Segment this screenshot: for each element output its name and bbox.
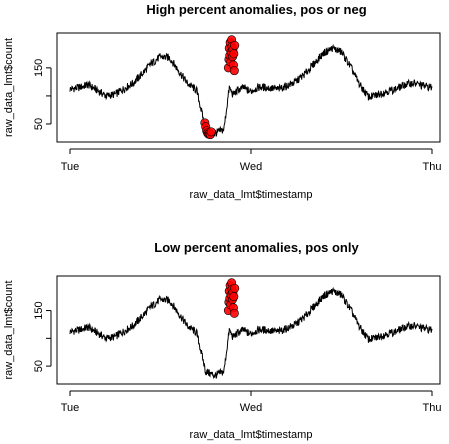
y-axis-label: raw_data_lmt$count bbox=[3, 280, 15, 379]
anomaly-point bbox=[230, 283, 240, 293]
anomaly-point bbox=[229, 49, 239, 59]
y-tick-label: 150 bbox=[33, 301, 45, 319]
chart-panel-high-percent: High percent anomalies, pos or neg 50 150 T… bbox=[3, 2, 441, 201]
plot-frame bbox=[56, 32, 441, 143]
y-tick-label: 50 bbox=[33, 360, 45, 372]
x-axis-label: raw_data_lmt$timestamp bbox=[190, 189, 313, 201]
y-tick-label: 150 bbox=[33, 59, 45, 77]
x-tick-label: Wed bbox=[240, 402, 262, 414]
x-tick-label: Tue bbox=[61, 161, 80, 173]
x-tick-label: Thu bbox=[423, 161, 442, 173]
y-tick-label: 50 bbox=[33, 118, 45, 130]
x-tick-label: Thu bbox=[423, 402, 442, 414]
x-tick-label: Wed bbox=[240, 161, 262, 173]
x-axis-label: raw_data_lmt$timestamp bbox=[190, 429, 313, 441]
y-axis-label: raw_data_lmt$count bbox=[3, 38, 15, 137]
anomaly-point bbox=[230, 40, 240, 50]
anomaly-point bbox=[229, 292, 239, 302]
anomaly-point bbox=[206, 127, 216, 137]
anomaly-point bbox=[229, 66, 239, 76]
anomaly-point bbox=[229, 308, 239, 318]
plot-frame bbox=[56, 275, 441, 385]
count-series-line bbox=[69, 43, 433, 138]
count-series-line bbox=[69, 286, 433, 380]
chart-title: Low percent anomalies, pos only bbox=[154, 240, 359, 255]
chart-title: High percent anomalies, pos or neg bbox=[146, 2, 366, 17]
x-tick-label: Tue bbox=[61, 402, 80, 414]
chart-panel-low-percent: Low percent anomalies, pos only 50 150 Tue W… bbox=[3, 240, 441, 441]
